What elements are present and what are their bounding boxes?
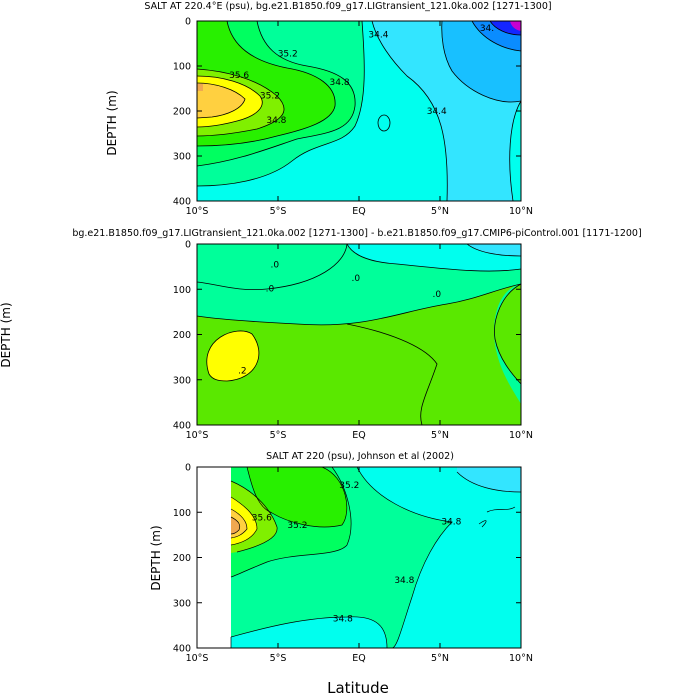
panel-3-y-tick-label: 200 (173, 553, 191, 564)
p2-contour-lines (197, 244, 521, 425)
panel-1-y-tick-label: 200 (173, 107, 191, 118)
p1-fill-orange (197, 84, 203, 91)
panel-2-plot: .0 .0 .0 .0 .2 (197, 244, 521, 425)
panel-1-title: SALT AT 220.4°E (psu), bg.e21.B1850.f09_… (144, 1, 551, 12)
panel-3-y-axis-label: DEPTH (m) (149, 525, 163, 590)
panel-1-x-tick-label: 10°S (186, 206, 209, 217)
panel-1-plot: 34.4 34. 35.2 35.6 34.8 35.2 34.4 34.8 (197, 21, 521, 201)
p3-fill-orange (231, 517, 240, 534)
contour-label: .0 (270, 260, 279, 270)
panel-2-axes: 10°S 5°S EQ 5°N 10°N 0 100 200 300 400 (173, 240, 533, 442)
contour-label: .2 (238, 367, 247, 377)
contour-label: .0 (432, 290, 441, 300)
panel-1-x-tick-label: EQ (352, 206, 365, 217)
p2-fill-light-blue (467, 244, 521, 256)
contour-label: 35.2 (287, 521, 307, 531)
p2-fill-yellow (206, 330, 259, 381)
contour-label: 34.4 (368, 31, 388, 41)
panel-3-x-tick-label: EQ (352, 653, 365, 664)
contour-label: 34.8 (330, 78, 350, 88)
contour-label: .0 (351, 274, 360, 284)
panel-1-model-salinity: SALT AT 220.4°E (psu), bg.e21.B1850.f09_… (105, 1, 552, 217)
contour-label: 34.4 (427, 107, 447, 117)
panel-2-x-tick-label: 5°N (431, 430, 449, 441)
panel-1-y-axis-label: DEPTH (m) (105, 90, 119, 155)
p1-fill-magenta (510, 21, 521, 31)
panel-1-y-tick-label: 100 (173, 62, 191, 73)
p2-fill-aqua-green-2 (197, 244, 347, 290)
panel-3-axes: 10°S 5°S EQ 5°N 10°N 0 100 200 300 400 (173, 463, 533, 665)
panel-1-y-tick-label: 0 (185, 17, 191, 28)
panel-1-y-tick-label: 300 (173, 152, 191, 163)
contour-label: .0 (266, 284, 275, 294)
contour-label: 34.8 (266, 116, 286, 126)
p3-contour-labels: 35.2 35.6 35.2 34.8 34.8 34.8 (252, 481, 462, 624)
panel-3-plot: 35.2 35.6 35.2 34.8 34.8 34.8 (197, 467, 521, 648)
panel-3-y-tick-label: 0 (185, 463, 191, 474)
panel-1-x-tick-label: 5°N (431, 206, 449, 217)
panel-2-y-tick-label: 200 (173, 330, 191, 341)
panel-2-y-tick-label: 300 (173, 375, 191, 386)
contour-label: 35.2 (278, 49, 298, 59)
contour-label: 35.6 (252, 514, 272, 524)
p3-fill-green (247, 467, 347, 527)
p2-fill-east-inner (494, 284, 521, 384)
panel-1-axes: 10°S 5°S EQ 5°N 10°N 0 100 200 300 400 (173, 17, 533, 218)
p3-no-data (197, 467, 231, 648)
panel-2-x-tick-label: 5°S (270, 430, 287, 441)
contour-label: 35.2 (260, 91, 280, 101)
panel-3-x-tick-label: 10°S (186, 653, 209, 664)
panel-2-difference: bg.e21.B1850.f09_g17.LIGtransient_121.0k… (0, 228, 642, 441)
x-axis-label: Latitude (327, 679, 389, 697)
panel-3-title: SALT AT 220 (psu), Johnson et al (2002) (266, 451, 454, 462)
p3-contour-lines (230, 467, 521, 648)
panel-2-title: bg.e21.B1850.f09_g17.LIGtransient_121.0k… (72, 228, 641, 239)
p1-contour-labels: 34.4 34. 35.2 35.6 34.8 35.2 34.4 34.8 (229, 24, 494, 126)
p2-contour-labels: .0 .0 .0 .0 .2 (238, 260, 441, 376)
panel-2-x-tick-label: EQ (352, 430, 365, 441)
p1-contour-lines (197, 21, 521, 201)
contour-label: 35.2 (339, 481, 359, 491)
panel-2-y-tick-label: 100 (173, 285, 191, 296)
panel-1-x-tick-label: 10°N (509, 206, 533, 217)
panel-3-x-tick-label: 10°N (509, 653, 533, 664)
panel-1-x-tick-label: 5°S (270, 206, 287, 217)
panel-3-x-tick-label: 5°S (270, 653, 287, 664)
contour-label: 34.8 (333, 615, 353, 625)
panel-3-x-tick-label: 5°N (431, 653, 449, 664)
panel-2-x-tick-label: 10°N (509, 430, 533, 441)
panel-2-y-axis-label: DEPTH (m) (0, 302, 13, 367)
panel-3-y-tick-label: 300 (173, 598, 191, 609)
contour-label: 34.8 (394, 576, 414, 586)
p2-fill-cyan (347, 244, 521, 272)
panel-2-x-tick-label: 10°S (186, 430, 209, 441)
p3-fill-light-blue (457, 467, 521, 492)
panel-2-y-tick-label: 0 (185, 240, 191, 251)
panel-3-observations: SALT AT 220 (psu), Johnson et al (2002) … (149, 451, 533, 697)
p1-fill-gold (197, 83, 245, 118)
contour-label: 35.6 (229, 71, 249, 81)
panel-2-y-tick-label: 400 (173, 421, 191, 432)
contour-label: 34.8 (441, 517, 461, 527)
contour-label: 34. (480, 24, 494, 34)
panel-3-y-tick-label: 400 (173, 644, 191, 655)
panel-1-y-tick-label: 400 (173, 197, 191, 208)
panel-3-y-tick-label: 100 (173, 508, 191, 519)
